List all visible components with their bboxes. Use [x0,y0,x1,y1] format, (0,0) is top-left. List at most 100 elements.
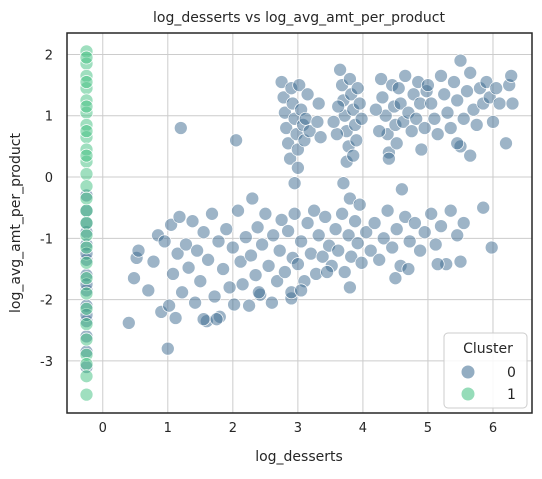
point-cluster-0 [255,237,269,252]
point-cluster-0 [193,274,208,289]
point-cluster-0 [354,111,369,126]
point-cluster-0 [279,121,294,135]
point-cluster-0 [291,257,305,271]
point-cluster-0 [233,254,248,269]
point-cluster-0 [216,262,230,276]
point-cluster-1 [79,317,94,331]
x-tick-label: 4 [359,421,367,436]
point-cluster-1 [79,179,94,194]
point-cluster-0 [300,87,315,102]
legend-marker-0 [460,364,476,380]
point-cluster-0 [408,216,422,230]
point-cluster-0 [121,316,136,330]
point-cluster-0 [430,127,445,141]
point-cluster-0 [173,121,188,135]
point-cluster-0 [376,231,391,246]
point-cluster-0 [333,62,347,77]
point-cluster-0 [404,124,419,138]
point-cluster-0 [424,96,439,111]
point-cluster-0 [430,257,445,271]
x-tick-label: 2 [229,421,237,436]
point-cluster-0 [463,148,478,163]
point-cluster-1 [79,228,94,243]
point-cluster-1 [79,203,94,218]
point-cluster-0 [378,108,393,123]
point-cluster-0 [313,130,328,145]
point-cluster-0 [486,115,500,129]
point-cluster-0 [336,176,351,191]
point-cluster-0 [252,285,266,300]
point-cluster-0 [389,222,404,236]
point-cluster-0 [270,274,284,289]
point-cluster-0 [393,96,408,111]
point-cluster-0 [265,295,279,310]
point-cluster-0 [380,203,395,218]
point-cluster-1 [79,50,94,65]
point-cluster-0 [354,255,369,270]
point-cluster-0 [175,285,189,300]
x-tick-label: 5 [424,421,432,436]
point-cluster-0 [450,228,465,243]
point-cluster-0 [492,96,507,111]
point-cluster-0 [443,203,458,218]
point-cluster-0 [363,243,378,258]
point-cluster-0 [302,124,317,138]
point-cluster-0 [443,121,458,135]
point-cluster-0 [391,81,406,96]
point-cluster-0 [348,214,362,229]
point-cluster-0 [211,234,226,249]
point-cluster-0 [424,206,439,221]
point-cluster-0 [401,262,416,276]
point-cluster-1 [79,332,94,347]
point-cluster-0 [160,341,175,356]
point-cluster-1 [79,387,94,402]
point-cluster-0 [196,225,211,240]
x-tick-label: 1 [164,421,172,436]
point-cluster-0 [382,151,396,166]
point-cluster-1 [79,240,94,255]
point-cluster-1 [79,75,94,89]
point-cluster-0 [456,111,471,126]
point-cluster-0 [343,72,357,86]
point-cluster-1 [79,369,94,384]
point-cluster-0 [343,191,357,206]
point-cluster-0 [466,102,481,117]
chart-title: log_desserts vs log_avg_amt_per_product [153,10,445,26]
point-cluster-0 [352,96,367,111]
point-cluster-0 [190,243,204,258]
y-tick-label: -1 [40,232,53,247]
point-cluster-0 [281,224,295,238]
point-cluster-0 [294,234,308,249]
point-cluster-0 [434,219,448,233]
x-tick-label: 3 [294,421,302,436]
point-cluster-0 [427,111,442,126]
point-cluster-0 [460,84,474,99]
point-cluster-1 [79,255,94,270]
point-cluster-0 [479,75,494,89]
point-cluster-0 [326,115,341,129]
point-cluster-0 [222,280,237,295]
legend-title: Cluster [463,341,513,357]
point-cluster-0 [245,191,260,206]
point-cluster-0 [209,312,224,327]
point-cluster-0 [395,182,409,197]
point-cluster-0 [476,200,491,215]
point-cluster-0 [337,265,352,279]
point-cluster-0 [489,81,504,96]
point-cluster-0 [131,243,146,258]
data-points [79,44,520,402]
point-cluster-0 [417,121,432,135]
point-cluster-0 [311,228,326,243]
point-cluster-0 [166,267,180,281]
point-cluster-0 [328,222,343,236]
x-axis-label: log_desserts [255,449,343,465]
point-cluster-0 [499,136,513,151]
point-cluster-0 [258,206,273,221]
point-cluster-0 [385,240,400,255]
point-cluster-0 [369,102,383,117]
point-cluster-0 [304,246,318,261]
point-cluster-1 [79,301,94,316]
point-cluster-0 [298,111,313,126]
